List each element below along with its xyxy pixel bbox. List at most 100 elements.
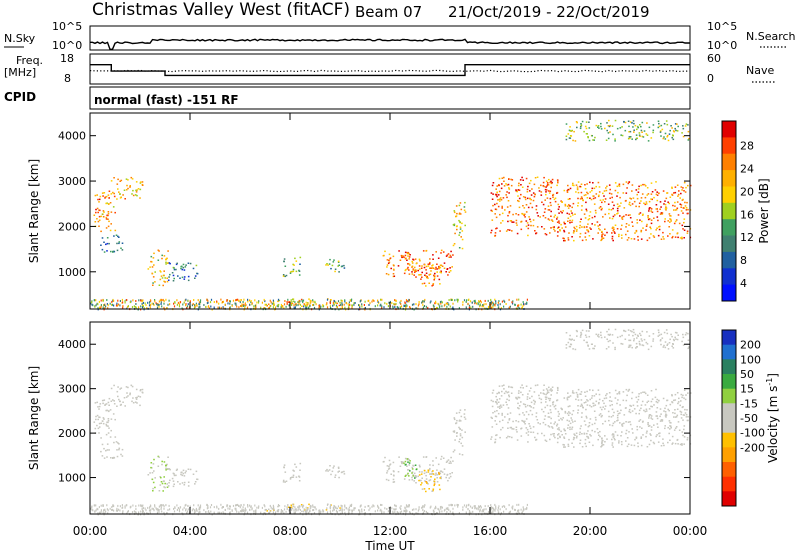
- power-data-point: [435, 300, 437, 303]
- velocity-data-point: [92, 509, 94, 512]
- power-data-point: [181, 276, 184, 279]
- colorbar-segment: [722, 121, 736, 138]
- power-data-point: [664, 138, 667, 140]
- power-data-point: [176, 299, 178, 302]
- power-data-point: [208, 307, 211, 310]
- velocity-data-point: [655, 435, 657, 438]
- x-tick-label: 12:00: [373, 524, 408, 538]
- power-data-point: [647, 193, 650, 195]
- power-data-point: [463, 209, 466, 211]
- power-data-point: [682, 187, 684, 189]
- power-data-point: [679, 203, 682, 205]
- power-data-point: [249, 303, 251, 306]
- velocity-data-point: [597, 333, 600, 336]
- power-data-point: [685, 123, 688, 125]
- power-data-point: [314, 300, 316, 303]
- velocity-data-point: [636, 401, 638, 403]
- velocity-data-point: [465, 511, 467, 514]
- velocity-data-point: [441, 506, 443, 509]
- power-data-point: [161, 277, 164, 279]
- velocity-data-point: [546, 392, 548, 395]
- velocity-data-point: [150, 466, 152, 469]
- power-data-point: [383, 306, 385, 309]
- power-data-point: [141, 184, 144, 186]
- velocity-data-point: [307, 507, 309, 510]
- power-data-point: [282, 275, 285, 277]
- velocity-data-point: [494, 503, 496, 506]
- velocity-data-point: [392, 478, 395, 481]
- velocity-data-point: [418, 479, 420, 482]
- velocity-data-point: [666, 332, 669, 335]
- velocity-data-point: [518, 413, 521, 416]
- velocity-data-point: [623, 414, 626, 416]
- velocity-data-point: [646, 446, 649, 448]
- power-data-point: [474, 299, 476, 302]
- velocity-panel-frame: [89, 321, 691, 515]
- velocity-data-point: [660, 343, 662, 346]
- velocity-data-point: [384, 456, 386, 459]
- power-data-point: [617, 191, 619, 194]
- power-data-point: [666, 134, 669, 137]
- power-data-point: [277, 300, 279, 303]
- velocity-data-point: [568, 396, 570, 398]
- power-data-point: [243, 298, 245, 301]
- velocity-data-point: [636, 337, 638, 339]
- power-data-point: [497, 205, 500, 208]
- power-data-point: [507, 200, 510, 202]
- power-data-point: [491, 198, 494, 200]
- velocity-data-point: [534, 400, 536, 403]
- velocity-data-point: [612, 433, 614, 435]
- power-data-point: [503, 185, 506, 187]
- power-data-point: [146, 307, 148, 310]
- velocity-data-point: [579, 427, 582, 430]
- velocity-data-point: [115, 441, 118, 443]
- power-data-point: [430, 270, 432, 272]
- power-data-point: [660, 124, 663, 127]
- velocity-data-point: [452, 507, 454, 510]
- velocity-data-point: [635, 342, 638, 345]
- velocity-data-point: [611, 408, 614, 411]
- velocity-data-point: [556, 392, 558, 394]
- power-data-point: [437, 302, 439, 305]
- power-data-point: [546, 182, 549, 184]
- power-data-point: [436, 263, 438, 265]
- power-data-point: [616, 203, 619, 205]
- velocity-data-point: [157, 465, 160, 467]
- velocity-data-point: [124, 405, 126, 407]
- velocity-data-point: [369, 507, 371, 510]
- power-data-point: [618, 185, 621, 187]
- velocity-data-point: [240, 510, 242, 513]
- velocity-data-point: [581, 329, 584, 332]
- power-data-point: [267, 303, 270, 305]
- velocity-data-point: [591, 395, 594, 397]
- power-data-point: [420, 274, 422, 276]
- power-data-point: [535, 232, 537, 235]
- power-data-point: [163, 300, 165, 303]
- power-data-point: [522, 304, 524, 307]
- velocity-data-point: [560, 417, 562, 420]
- power-data-point: [199, 305, 201, 308]
- power-data-point: [504, 300, 506, 303]
- power-data-point: [306, 304, 308, 307]
- power-data-point: [106, 242, 109, 245]
- power-data-point: [536, 212, 539, 214]
- velocity-data-point: [588, 424, 591, 427]
- power-data-point: [672, 204, 674, 207]
- power-data-point: [160, 303, 162, 305]
- velocity-data-point: [220, 503, 222, 506]
- power-data-point: [687, 124, 689, 126]
- power-data-point: [99, 195, 102, 198]
- power-data-point: [499, 230, 501, 232]
- power-data-point: [432, 254, 434, 256]
- power-data-point: [508, 306, 511, 309]
- power-data-point: [574, 227, 576, 230]
- velocity-data-point: [350, 505, 352, 507]
- power-data-point: [601, 237, 604, 240]
- power-data-point: [592, 238, 594, 240]
- power-data-point: [433, 277, 436, 280]
- velocity-data-point: [272, 507, 275, 510]
- power-data-point: [436, 275, 439, 277]
- power-data-point: [400, 254, 403, 257]
- velocity-data-point: [636, 334, 639, 337]
- power-data-point: [598, 207, 601, 209]
